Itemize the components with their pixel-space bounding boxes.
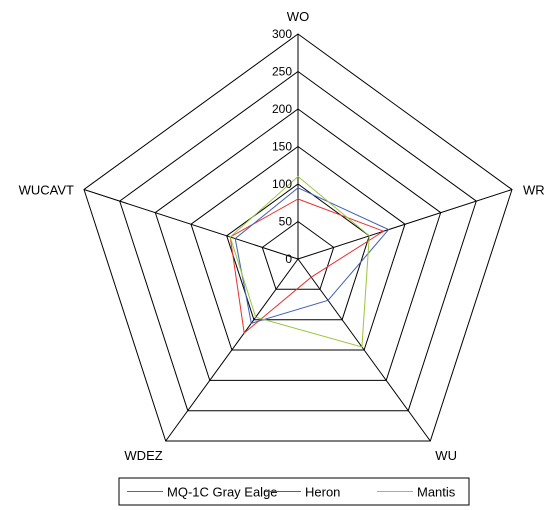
axis-label: WU	[435, 448, 457, 463]
series-line	[229, 175, 370, 348]
legend-label: Mantis	[417, 485, 456, 500]
grid-ring	[154, 108, 442, 381]
axis-spoke	[297, 258, 431, 442]
tick-label: 50	[279, 215, 293, 229]
legend-label: MQ-1C Gray Ealge	[167, 485, 278, 500]
legend: MQ-1C Gray Ealge Heron Mantis	[118, 477, 470, 506]
grid-ring	[226, 183, 370, 321]
tick-label: 150	[272, 140, 292, 154]
tick-label: 100	[272, 177, 292, 191]
grid-ring	[261, 220, 335, 290]
axis-label: WDEZ	[124, 448, 162, 463]
axis-label: WUCAVT	[19, 183, 74, 198]
radar-spokes	[83, 34, 513, 442]
axis-label: WR	[523, 183, 545, 198]
axis-spoke	[297, 189, 513, 260]
axis-spoke	[83, 189, 299, 260]
series-line	[234, 187, 390, 324]
series-line	[229, 198, 385, 334]
axis-labels: WO WR WU WDEZ WUCAVT	[19, 9, 545, 463]
axis-label: WO	[287, 9, 309, 24]
tick-label: 300	[272, 27, 292, 41]
tick-label: 0	[285, 252, 292, 266]
radar-series	[229, 175, 390, 348]
tick-label: 200	[272, 102, 292, 116]
grid-ring	[190, 145, 406, 351]
axis-spoke	[165, 258, 299, 442]
grid-ring	[83, 33, 513, 442]
radial-tick-labels: 0 50 100 150 200 250 300	[272, 27, 292, 266]
grid-ring	[119, 70, 477, 412]
radar-grid	[83, 33, 513, 442]
legend-label: Heron	[305, 485, 340, 500]
tick-label: 250	[272, 65, 292, 79]
